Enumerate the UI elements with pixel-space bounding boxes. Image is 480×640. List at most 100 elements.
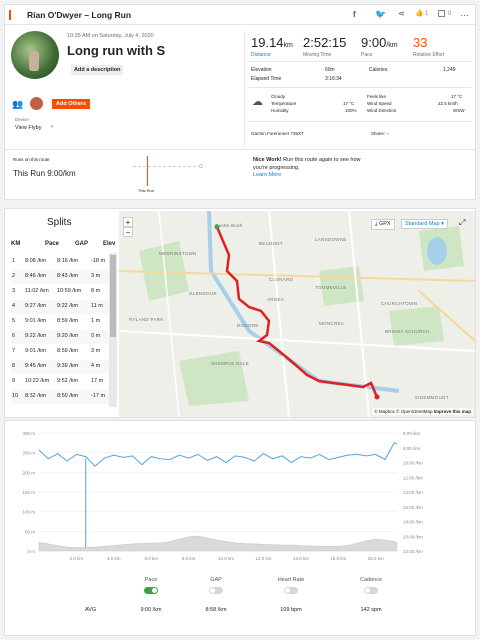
kudos-icon[interactable]: 👍: [415, 10, 424, 17]
elapsed-label: Elapsed Time: [251, 76, 282, 82]
stat-toggle[interactable]: [209, 587, 223, 594]
split-pace: 8:32 /km: [25, 393, 47, 399]
comment-icon[interactable]: [438, 10, 445, 17]
split-row[interactable]: 10 8:32 /km 8:50 /km -17 m: [11, 390, 115, 404]
elevation-label: Elevation: [251, 67, 272, 73]
split-gap: 8:16 /km: [57, 258, 79, 264]
map-label: RYLAND PARK: [129, 317, 164, 322]
activity-date: 10:35 AM on Saturday, July 4, 2020: [67, 33, 154, 39]
split-row[interactable]: 9 10:22 /km 9:52 /km 17 m: [11, 375, 115, 389]
stat-toggle[interactable]: [364, 587, 378, 594]
calories-label: Calories: [369, 67, 388, 73]
x-tick-label: 16.0 km: [330, 556, 346, 561]
split-row[interactable]: 3 11:02 /km 10:59 /km 8 m: [11, 285, 115, 299]
split-km: 6: [12, 333, 16, 339]
right-tick-label: 16:00 /km: [403, 505, 423, 510]
facebook-icon[interactable]: f: [353, 10, 356, 19]
map-label: CLONARD: [269, 277, 294, 282]
gpx-button[interactable]: ⤓ GPX: [371, 219, 395, 230]
splits-scrollbar[interactable]: [109, 253, 117, 407]
fullscreen-icon[interactable]: ⤢: [459, 218, 466, 227]
humidity-label: Humidity: [271, 108, 289, 113]
map-style-select[interactable]: Standard Map ▾: [401, 219, 448, 229]
pace-value: 9:00/km: [361, 35, 398, 50]
stat-name: Cadence: [359, 577, 383, 583]
device-name: Garmin Forerunner 735XT: [251, 131, 304, 136]
map-label: CHURCHTOWN: [381, 301, 418, 306]
share-icon[interactable]: ⋖: [398, 9, 405, 18]
wind-direction-value: WSW: [453, 108, 465, 113]
map-style-label: Standard Map: [405, 221, 440, 227]
improve-map-link[interactable]: Improve this map: [433, 409, 471, 414]
add-description-button[interactable]: Add a description: [71, 65, 124, 75]
right-tick-label: 6:00 /km: [403, 431, 421, 436]
pace-elevation-chart[interactable]: 300 m 250 m 200 m 150 m 100 m 50 m 0 m 6:00 /km…: [5, 423, 475, 569]
route-map[interactable]: + − ⤓ GPX Standard Map ▾ ⤢ Castle Bush ME…: [119, 211, 475, 417]
split-row[interactable]: 2 8:46 /km 8:43 /km 3 m: [11, 270, 115, 284]
split-row[interactable]: 7 9:01 /km 8:59 /km 3 m: [11, 345, 115, 359]
scrollbar-thumb[interactable]: [110, 255, 116, 337]
left-tick-label: 300 m: [22, 431, 35, 436]
split-elev: 3 m: [91, 348, 101, 354]
left-tick-label: 200 m: [22, 470, 35, 475]
stat-avg: 9:00 /km: [140, 607, 162, 613]
stat-toggle[interactable]: [144, 587, 158, 594]
add-others-button[interactable]: Add Others: [52, 99, 90, 109]
split-gap: 8:59 /km: [57, 348, 79, 354]
elevation-value: 60m: [325, 67, 335, 73]
split-elev: 1 m: [91, 318, 101, 324]
split-elev: -17 m: [91, 393, 106, 399]
back-icon[interactable]: [9, 10, 15, 20]
temperature-value: 17 °C: [343, 101, 355, 106]
x-tick-label: 18.0 km: [368, 556, 384, 561]
zoom-out-button[interactable]: −: [123, 227, 133, 237]
splits-title: Splits: [47, 217, 72, 228]
split-row[interactable]: 6 9:22 /km 9:20 /km 0 m: [11, 330, 115, 344]
athlete-avatar[interactable]: [30, 97, 43, 110]
map-label: BRINNA SCHURCH: [385, 329, 430, 334]
x-tick-label: 14.0 km: [293, 556, 309, 561]
split-gap: 9:52 /km: [57, 378, 79, 384]
twitter-icon[interactable]: 🐦: [375, 9, 387, 19]
header-bar: Rían O'Dwyer – Long Run f 🐦 ⋖ 👍 1 0 …: [5, 5, 475, 25]
gpx-label: GPX: [378, 221, 391, 227]
divider: [5, 149, 475, 150]
zoom-in-button[interactable]: +: [123, 217, 133, 227]
col-pace: Pace: [45, 241, 60, 247]
more-icon[interactable]: …: [460, 8, 469, 18]
stats-toggles: AVG Pace 9:00 /km GAP 8:58 /km Heart Rate 109 …: [5, 575, 475, 635]
map-label: ARDEA: [267, 297, 285, 302]
splits-map-card: Splits KM Pace GAP Elev 1 8:08 /km 8:16 /k…: [4, 208, 476, 418]
chevron-down-icon: ▾: [441, 221, 444, 227]
left-tick-label: 100 m: [22, 510, 35, 515]
device-label: Device: [15, 117, 29, 122]
split-km: 9: [12, 378, 16, 384]
splits-table[interactable]: 1 8:08 /km 8:16 /km -18 m 2 8:46 /km 8:43 /km 3…: [11, 253, 115, 419]
this-run-bar: [147, 156, 148, 186]
split-row[interactable]: 5 9:01 /km 8:59 /km 1 m: [11, 315, 115, 329]
divider: [249, 61, 471, 62]
learn-more-link[interactable]: Learn More: [253, 172, 282, 178]
map-label: SIDEMMOUNT: [415, 395, 449, 400]
view-flyby-link[interactable]: View Flyby: [15, 125, 42, 131]
split-km: 8: [12, 363, 16, 369]
left-tick-label: 150 m: [22, 490, 35, 495]
cloud-icon: ☁: [252, 96, 263, 108]
split-km: 1: [12, 258, 16, 264]
split-gap: 8:59 /km: [57, 318, 79, 324]
divider: [249, 87, 471, 88]
split-pace: 8:46 /km: [25, 273, 47, 279]
stat-toggle[interactable]: [284, 587, 298, 594]
split-row[interactable]: 8 9:45 /km 9:39 /km 4 m: [11, 360, 115, 374]
split-row[interactable]: 1 8:08 /km 8:16 /km -18 m: [11, 255, 115, 269]
activity-name[interactable]: Long run with S: [67, 43, 166, 58]
avatar[interactable]: [11, 31, 59, 79]
pace-line: [38, 441, 398, 467]
split-row[interactable]: 4 9:27 /km 9:22 /km 11 m: [11, 300, 115, 314]
right-tick-label: 10:00 /km: [403, 461, 423, 466]
group-icon[interactable]: 👥: [12, 99, 24, 109]
split-pace: 11:02 /km: [25, 288, 49, 294]
elapsed-value: 3:16:34: [325, 76, 342, 82]
map-label: DONORE: [237, 323, 259, 328]
distance-label: Distance: [251, 52, 271, 58]
